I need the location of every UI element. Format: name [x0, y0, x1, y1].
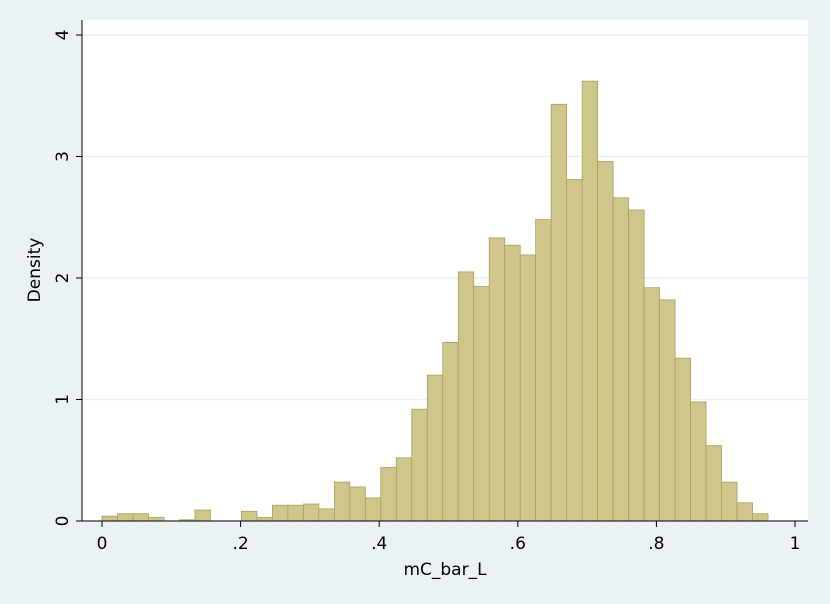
bar [364, 497, 382, 522]
bar [535, 219, 552, 522]
x-tick-label: .2 [232, 534, 248, 554]
bar [148, 516, 165, 522]
bar [643, 287, 660, 522]
bar [566, 179, 583, 522]
y-tick-label: 0 [53, 516, 73, 527]
x-tick-label: 1 [790, 534, 801, 554]
y-axis-label: Density [25, 238, 45, 303]
x-axis-label: mC_bar_L [403, 560, 487, 580]
bar [395, 457, 413, 522]
bar [705, 445, 722, 522]
bar [442, 341, 459, 522]
bar [690, 401, 707, 522]
bar [318, 508, 335, 522]
bar [256, 516, 273, 522]
bar [241, 510, 258, 522]
bar [612, 197, 630, 522]
bar [581, 80, 599, 522]
y-tick-label: 4 [53, 30, 73, 41]
bar [380, 467, 397, 522]
bar [333, 481, 351, 522]
bar [272, 504, 289, 522]
x-tick-label: .4 [371, 534, 387, 554]
bar [117, 513, 134, 522]
bar [426, 374, 444, 522]
y-tick-label: 3 [53, 151, 73, 162]
bar [194, 509, 211, 522]
bar [101, 515, 118, 522]
bar [597, 160, 614, 522]
bar [519, 254, 537, 522]
bar [473, 286, 490, 522]
bar [550, 103, 568, 522]
bar [132, 513, 149, 522]
bar [752, 513, 769, 522]
bar [721, 481, 738, 522]
bar [349, 486, 366, 522]
bar [287, 504, 304, 522]
x-tick-label: 0 [97, 534, 108, 554]
bar [411, 408, 428, 522]
bar [302, 503, 320, 522]
bar [488, 237, 506, 522]
bar [659, 299, 676, 522]
bar [457, 271, 475, 522]
y-tick-label: 2 [53, 273, 73, 284]
x-tick-label: .6 [510, 534, 526, 554]
y-tick-label: 1 [53, 394, 73, 405]
bar [736, 502, 753, 522]
bar [628, 209, 645, 522]
bar [504, 244, 521, 522]
x-tick-label: .8 [648, 534, 664, 554]
bar [674, 357, 691, 522]
